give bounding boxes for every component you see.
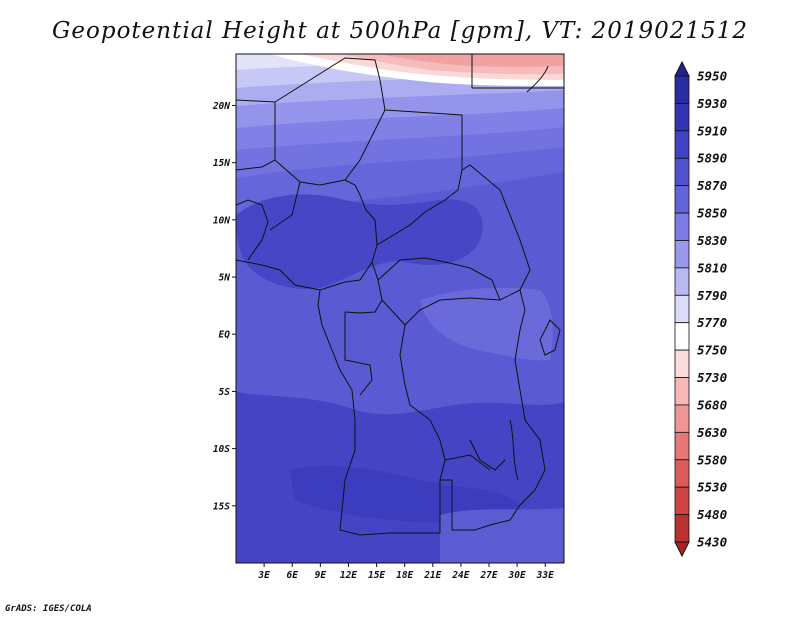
y-tick-label: 5S: [219, 387, 231, 398]
field-band-5850-east: [420, 287, 553, 361]
x-tick-label: 21E: [423, 570, 441, 581]
colorbar: 5950 5930 5910 5890 5870 5850 5830 5810 5790 5770…: [674, 60, 727, 558]
credit-label: GrADS: IGES/COLA: [5, 604, 92, 614]
y-tick-label: 15S: [213, 501, 230, 512]
x-tick-label: 27E: [479, 570, 497, 581]
colorbar-swatch: [674, 349, 690, 378]
colorbar-swatch: [674, 75, 690, 104]
x-tick-label: 12E: [340, 570, 357, 581]
colorbar-swatch: [674, 431, 690, 461]
colorbar-label: 5680: [697, 397, 727, 412]
x-tick-label: 6E: [287, 570, 299, 581]
colorbar-label: 5930: [697, 96, 727, 111]
colorbar-swatch: [674, 459, 690, 488]
colorbar-swatch: [674, 267, 690, 296]
colorbar-swatch: [674, 404, 690, 433]
x-tick-label: 15E: [368, 570, 385, 581]
colorbar-swatch: [674, 486, 690, 515]
colorbar-swatch: [674, 514, 690, 543]
map-title: Geopotential Height at 500hPa [gpm], VT:…: [52, 18, 748, 44]
colorbar-label: 5630: [697, 425, 727, 440]
x-tick-label: 30E: [508, 570, 526, 581]
x-tick-label: 33E: [536, 570, 554, 581]
x-tick-label: 24E: [451, 570, 469, 581]
field-band-5890-west: [236, 194, 483, 289]
colorbar-label: 5530: [697, 480, 727, 495]
y-tick-label: 10S: [213, 444, 230, 455]
field-band-5910-south: [290, 465, 520, 523]
map-frame: [235, 53, 565, 564]
colorbar-top-triangle: [674, 60, 690, 77]
colorbar-label: 5870: [697, 178, 727, 193]
x-axis: 3E 6E 9E 12E 15E 18E 21E 24E 27E 30E 33E: [257, 563, 554, 581]
colorbar-label: 5830: [697, 233, 727, 248]
map-panel: [235, 53, 565, 564]
colorbar-label: 5480: [697, 507, 727, 522]
colorbar-swatch: [674, 185, 690, 214]
colorbar-swatch: [674, 157, 690, 187]
colorbar-label: 5910: [697, 123, 727, 138]
colorbar-label: 5580: [697, 452, 727, 467]
colorbar-label: 5730: [697, 370, 727, 385]
y-tick-label: 20N: [212, 101, 230, 112]
colorbar-swatch: [674, 294, 690, 324]
colorbar-label: 5890: [697, 151, 727, 166]
colorbar-label: 5430: [697, 535, 727, 550]
y-tick-label: 15N: [213, 158, 230, 169]
y-tick-label: 5N: [219, 273, 231, 284]
colorbar-label: 5810: [697, 260, 727, 275]
y-tick-label: EQ: [219, 330, 231, 341]
colorbar-swatch: [674, 322, 690, 351]
colorbar-swatch: [674, 103, 690, 132]
x-tick-label: 9E: [315, 570, 327, 581]
colorbar-label: 5750: [697, 343, 727, 358]
country-borders: [236, 54, 564, 536]
y-tick-label: 10N: [213, 215, 230, 226]
colorbar-label: 5950: [697, 69, 727, 84]
colorbar-swatch: [674, 212, 690, 241]
colorbar-label: 5790: [697, 288, 727, 303]
colorbar-swatch: [674, 130, 690, 159]
colorbar-label: 5850: [697, 206, 727, 221]
x-tick-label: 18E: [396, 570, 413, 581]
x-tick-label: 3E: [257, 570, 270, 581]
colorbar-label: 5770: [697, 315, 727, 330]
colorbar-swatch: [674, 377, 690, 406]
y-axis: 20N 15N 10N 5N EQ 5S 10S 15S: [212, 101, 236, 512]
colorbar-bottom-triangle: [674, 541, 690, 558]
colorbar-swatch: [674, 240, 690, 269]
field-band-5870-southeast: [440, 508, 564, 563]
